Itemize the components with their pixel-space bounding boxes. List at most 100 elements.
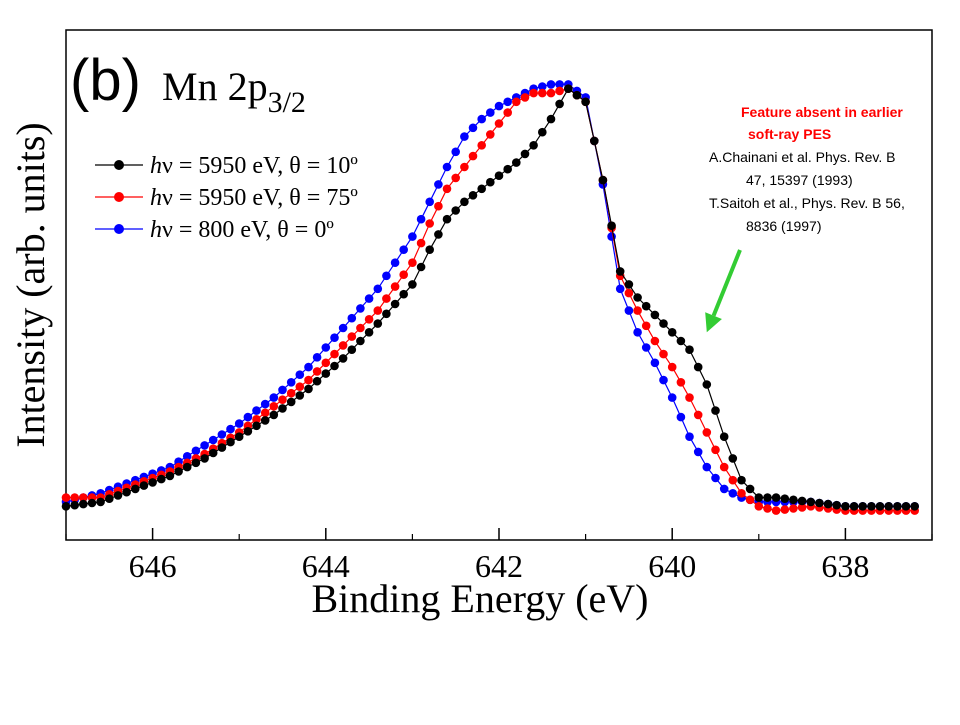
data-point (667, 328, 677, 337)
x-tick-label: 638 (821, 548, 869, 584)
data-point (408, 258, 417, 268)
data-point (529, 88, 538, 98)
data-point (312, 376, 322, 386)
data-point (442, 162, 452, 172)
data-point (113, 491, 123, 500)
data-point (208, 448, 218, 458)
data-point (875, 502, 885, 511)
data-point (416, 214, 426, 224)
data-point (382, 309, 391, 319)
data-point (286, 378, 296, 387)
data-point (234, 419, 244, 428)
data-point (815, 498, 824, 508)
x-tick-label: 642 (475, 548, 523, 584)
data-point (841, 502, 850, 511)
data-point (70, 493, 79, 502)
data-point (408, 232, 417, 241)
data-point (79, 493, 88, 502)
data-point (338, 341, 348, 350)
data-point (312, 367, 322, 376)
data-point (382, 294, 391, 303)
data-point (676, 336, 686, 346)
data-point (806, 497, 816, 507)
data-point (893, 502, 902, 511)
data-point (278, 395, 287, 405)
data-point (191, 446, 201, 456)
data-point (295, 382, 305, 392)
data-point (546, 114, 556, 124)
data-point (763, 493, 772, 502)
data-point (390, 282, 400, 291)
data-point (745, 484, 755, 494)
data-point (131, 484, 140, 494)
data-point (538, 82, 547, 91)
data-point (79, 499, 88, 509)
data-point (217, 430, 227, 439)
data-point (87, 498, 97, 508)
data-point (425, 197, 435, 207)
data-point (304, 375, 313, 385)
y-axis-label: Intensity (arb. units) (8, 122, 53, 448)
data-point (105, 494, 114, 504)
data-point (598, 175, 608, 185)
data-point (416, 238, 426, 248)
data-point (434, 201, 443, 211)
data-point (295, 370, 305, 380)
annotation-reference-1: A.Chainani et al. Phys. Rev. B (709, 149, 896, 165)
data-point (633, 328, 642, 337)
data-point (659, 349, 668, 359)
data-point (408, 280, 417, 289)
data-point (200, 454, 209, 463)
data-point (338, 323, 348, 333)
data-point (711, 445, 720, 455)
data-point (737, 489, 746, 498)
data-point (182, 462, 192, 472)
data-point (702, 428, 712, 437)
data-point (468, 191, 478, 200)
legend-label: hν = 800 eV, θ = 0º (150, 217, 334, 243)
data-point (252, 415, 261, 424)
data-point (61, 502, 71, 511)
series-3 (61, 80, 919, 511)
data-point (295, 391, 305, 400)
x-tick-label: 640 (648, 548, 696, 584)
data-point (356, 323, 365, 333)
data-point (364, 294, 374, 303)
data-point (754, 502, 764, 511)
data-point (269, 402, 279, 411)
data-point (754, 493, 764, 502)
data-point (546, 80, 556, 89)
data-point (685, 393, 694, 402)
data-point (667, 393, 677, 402)
data-point (590, 136, 599, 146)
legend-item: hν = 5950 eV, θ = 10º (95, 153, 358, 179)
data-point (763, 504, 772, 513)
data-point (269, 410, 279, 420)
data-point (719, 462, 729, 472)
data-point (364, 315, 374, 324)
data-point (278, 404, 287, 413)
data-point (641, 301, 651, 311)
data-point (711, 406, 720, 415)
chart-title-subscript: 3/2 (268, 86, 306, 119)
data-point (61, 493, 71, 502)
data-point (312, 353, 322, 362)
data-point (624, 306, 634, 315)
data-point (572, 90, 582, 100)
data-point (373, 306, 383, 315)
data-point (399, 289, 409, 299)
data-point (641, 343, 651, 352)
data-point (884, 502, 893, 511)
data-point (382, 271, 391, 281)
data-point (832, 500, 841, 510)
data-point (174, 467, 183, 476)
chart-title-main: Mn 2p (162, 64, 268, 109)
data-point (373, 284, 383, 294)
data-point (252, 406, 261, 415)
data-point (555, 80, 564, 89)
data-point (304, 384, 313, 394)
data-point (702, 380, 712, 389)
data-point (399, 270, 409, 280)
data-point (338, 354, 348, 363)
